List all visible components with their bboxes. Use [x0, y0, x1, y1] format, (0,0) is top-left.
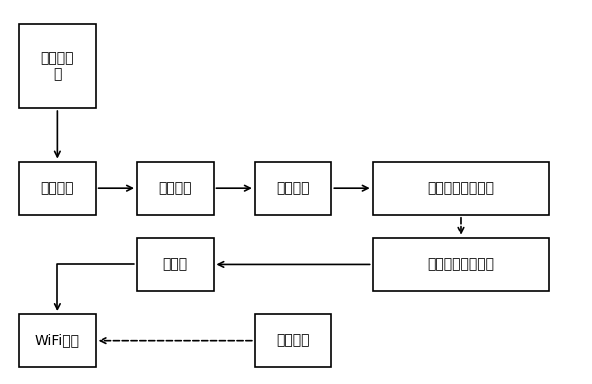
FancyBboxPatch shape — [19, 162, 96, 215]
Text: 采样电路: 采样电路 — [41, 181, 74, 195]
Text: 移动终端: 移动终端 — [276, 334, 310, 348]
FancyBboxPatch shape — [255, 314, 332, 367]
Text: 滤波电路: 滤波电路 — [159, 181, 192, 195]
Text: 第一无线通信芯片: 第一无线通信芯片 — [427, 257, 494, 271]
FancyBboxPatch shape — [137, 238, 214, 291]
Text: 放大电路: 放大电路 — [276, 181, 310, 195]
FancyBboxPatch shape — [255, 162, 332, 215]
Text: 第二无线通信芯片: 第二无线通信芯片 — [427, 181, 494, 195]
Text: 控制器: 控制器 — [163, 257, 188, 271]
Text: 压力传感
器: 压力传感 器 — [41, 51, 74, 81]
Text: WiFi热点: WiFi热点 — [35, 334, 80, 348]
FancyBboxPatch shape — [372, 238, 549, 291]
FancyBboxPatch shape — [137, 162, 214, 215]
FancyBboxPatch shape — [19, 314, 96, 367]
FancyBboxPatch shape — [19, 24, 96, 108]
FancyBboxPatch shape — [372, 162, 549, 215]
